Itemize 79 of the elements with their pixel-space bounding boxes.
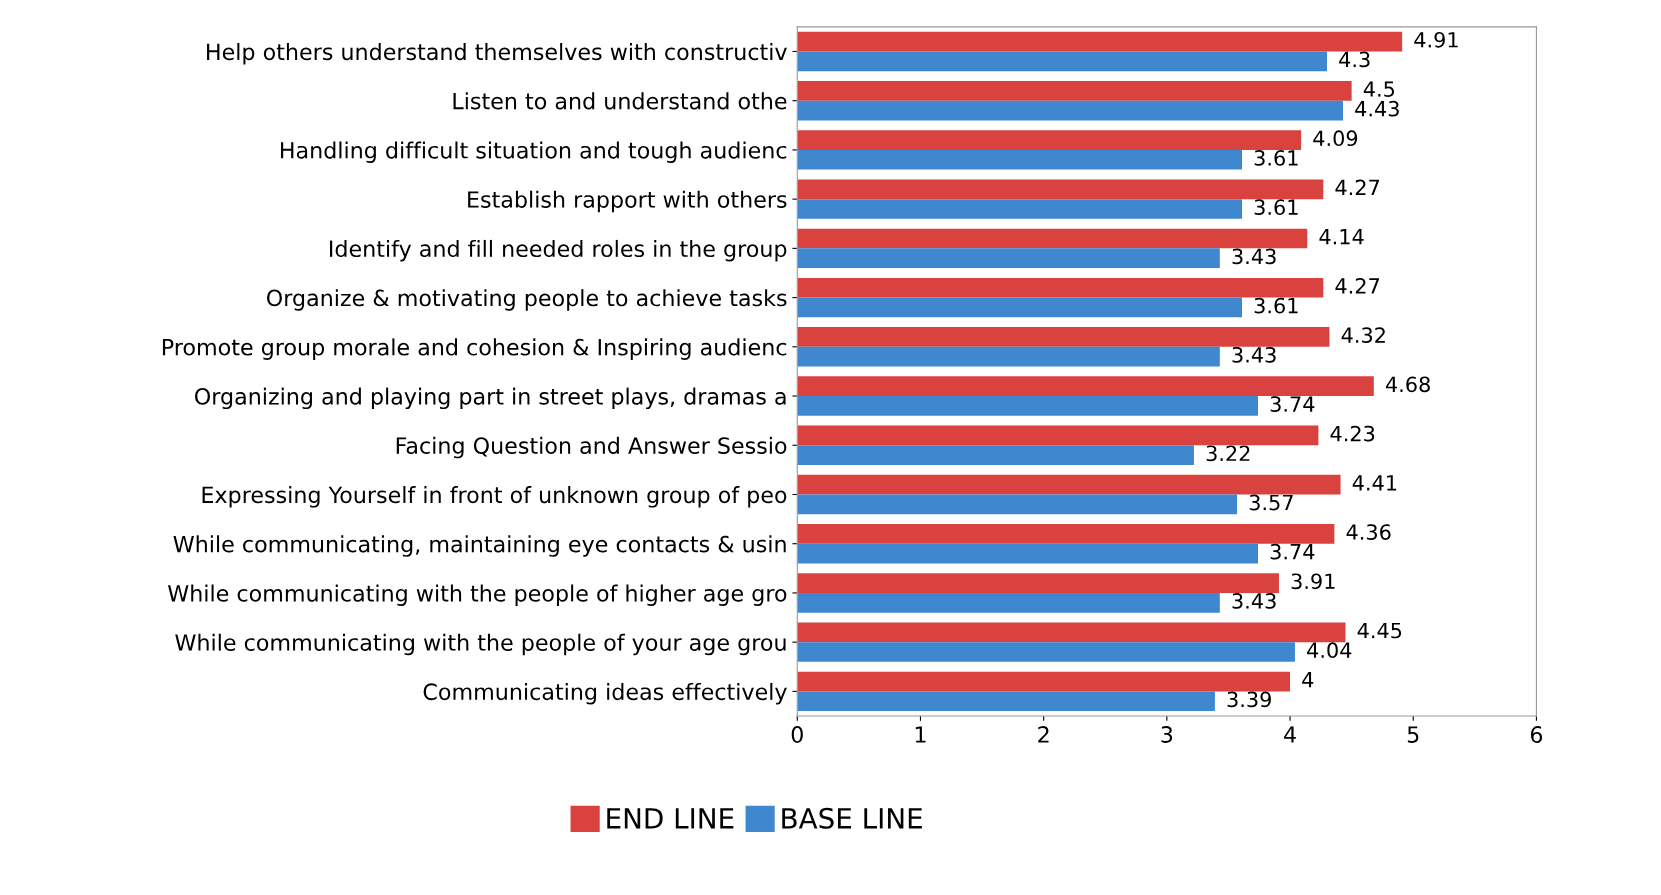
data-label: 3.22	[1206, 445, 1250, 462]
bar	[797, 199, 1242, 219]
data-label: 4.36	[1346, 524, 1391, 540]
data-label: 4.14	[1319, 229, 1364, 245]
data-label: 4.91	[1414, 31, 1458, 48]
data-label: 3.61	[1254, 199, 1298, 216]
data-label: 4.68	[1385, 376, 1430, 393]
data-label: 4.43	[1355, 100, 1399, 117]
bar	[797, 297, 1242, 318]
data-label: 3.39	[1227, 691, 1271, 708]
bar	[797, 130, 1302, 150]
data-label: 3.43	[1232, 248, 1276, 265]
data-label: 3.61	[1254, 297, 1298, 314]
x-tick-label: 5	[1407, 726, 1419, 743]
bar	[797, 149, 1242, 170]
bar	[797, 248, 1220, 269]
bar	[797, 51, 1327, 72]
y-tick-label: While communicating with the people of your age grou	[175, 633, 786, 656]
data-label: 4.5	[1363, 81, 1395, 97]
data-label: 4.09	[1313, 130, 1358, 147]
bar	[797, 691, 1215, 712]
data-label: 4.27	[1335, 179, 1380, 196]
data-label: 4.04	[1307, 642, 1352, 659]
bar	[797, 642, 1295, 662]
bar	[797, 543, 1259, 564]
x-tick-label: 3	[1161, 726, 1173, 743]
bar	[797, 346, 1220, 367]
bar	[797, 592, 1220, 613]
bar	[797, 524, 1335, 544]
bar	[797, 277, 1324, 298]
bar	[797, 494, 1238, 515]
y-tick-label: While communicating with the people of higher age gro	[168, 584, 787, 606]
bar	[797, 81, 1352, 101]
data-label: 4.23	[1330, 425, 1375, 442]
bar	[797, 671, 1291, 692]
data-label: 4.41	[1352, 475, 1397, 491]
y-tick-label: Organize & motivating people to achieve tasks	[266, 289, 787, 311]
data-label: 3.43	[1232, 346, 1276, 363]
y-tick-label: Facing Question and Answer Sessio	[396, 436, 787, 459]
bar	[797, 445, 1194, 465]
data-label: 3.61	[1254, 150, 1298, 166]
legend-label: END LINE	[607, 808, 734, 829]
y-tick-label: While communicating, maintaining eye contacts & usin	[173, 535, 786, 557]
x-tick-label: 2	[1038, 726, 1049, 743]
data-label: 3.43	[1232, 593, 1276, 609]
y-tick-label: Handling difficult situation and tough audienc	[281, 141, 787, 163]
y-tick-label: Listen to and understand othe	[453, 92, 787, 110]
y-tick-label: Expressing Yourself in front of unknown group of peo	[202, 486, 787, 508]
data-label: 3.91	[1291, 573, 1335, 590]
bar	[797, 228, 1308, 249]
y-tick-label: Establish rapport with others	[468, 190, 787, 213]
data-label: 4.27	[1335, 278, 1380, 294]
x-tick-label: 4	[1284, 726, 1296, 743]
legend-label: BASE LINE	[782, 807, 922, 829]
bar	[797, 327, 1330, 347]
y-tick-label: Organizing and playing part in street plays, dramas a	[195, 387, 786, 410]
x-tick-label: 0	[791, 726, 803, 743]
x-tick-label: 1	[915, 726, 926, 743]
y-tick-label: Help others understand themselves with constructiv	[207, 43, 787, 65]
data-label: 3.74	[1270, 396, 1315, 412]
data-label: 4.32	[1341, 327, 1385, 344]
data-label: 3.57	[1249, 494, 1293, 511]
y-tick-label: Identify and fill needed roles in the group	[330, 239, 787, 262]
data-label: 4.3	[1339, 51, 1370, 68]
data-label: 3.74	[1270, 543, 1315, 560]
bar	[797, 179, 1324, 200]
bar	[797, 396, 1259, 416]
bar	[797, 573, 1279, 593]
bar	[797, 474, 1341, 495]
data-label: 4	[1302, 672, 1314, 688]
x-tick-label: 6	[1530, 726, 1543, 743]
bar	[797, 425, 1319, 446]
bar	[797, 622, 1346, 643]
y-tick-label: Promote group morale and cohesion & Inspiring audienc	[162, 338, 787, 360]
y-tick-label: Communicating ideas effectively	[423, 682, 787, 705]
bar	[797, 100, 1344, 121]
bar	[797, 376, 1374, 397]
data-label: 4.45	[1357, 622, 1402, 639]
bar	[797, 31, 1403, 52]
